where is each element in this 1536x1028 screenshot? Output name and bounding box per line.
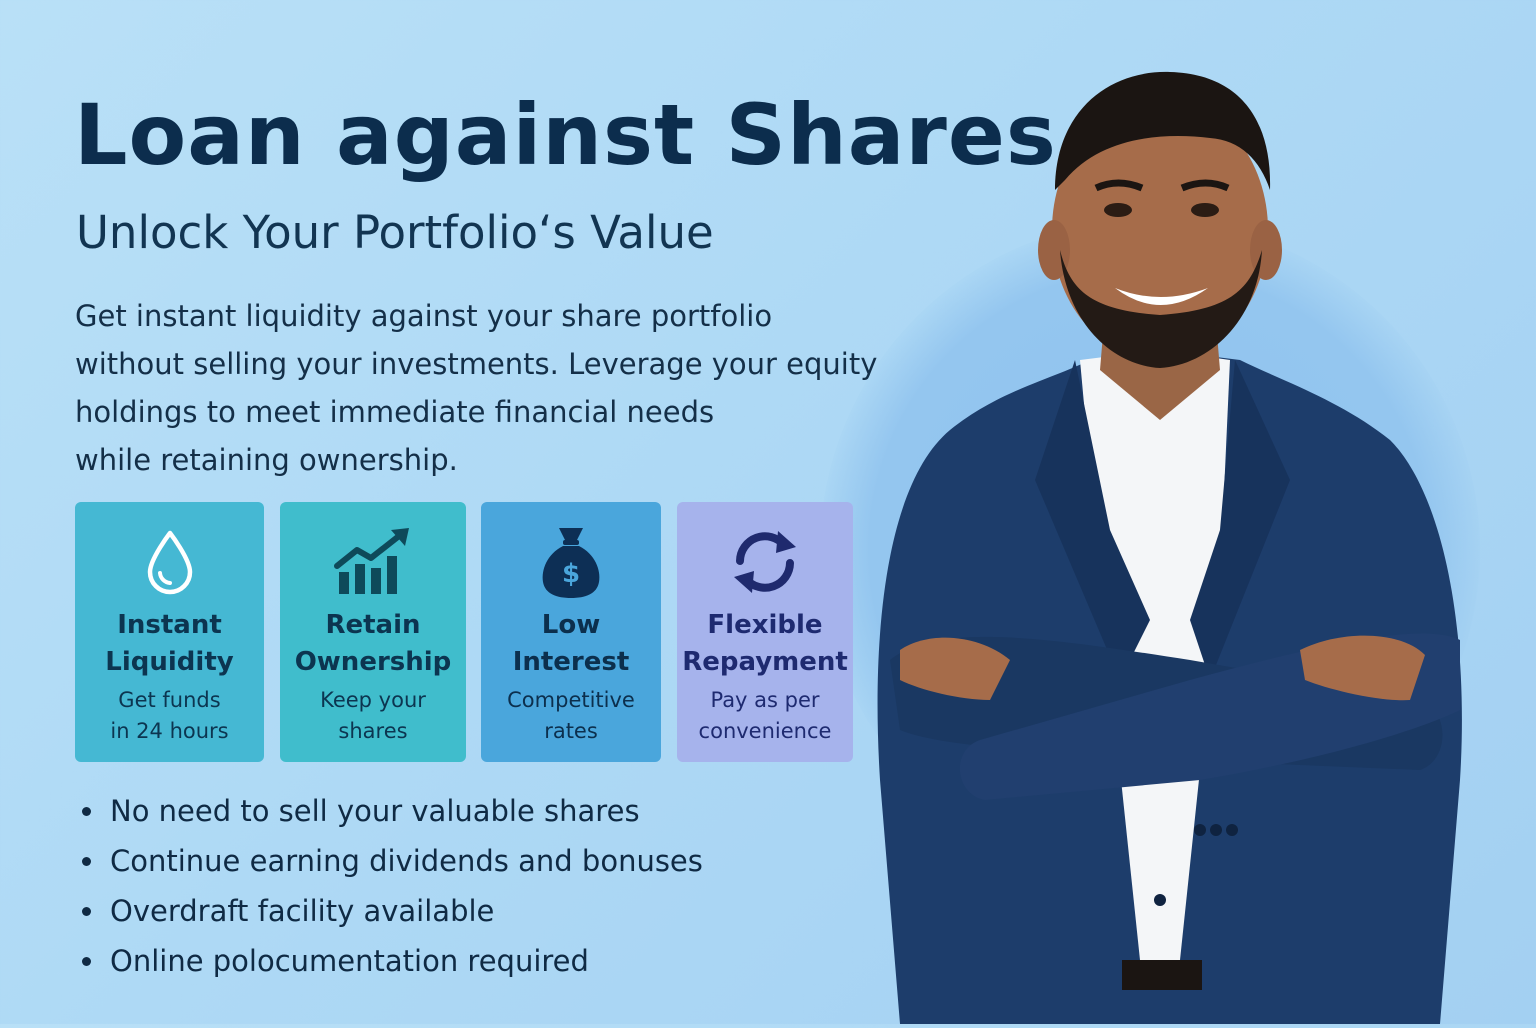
page-subtitle: Unlock Your Portfolio‘s Value [76, 206, 714, 259]
feature-subtitle: Competitive rates [481, 685, 661, 747]
feature-subtitle: Keep your shares [280, 685, 466, 747]
feature-title: Instant Liquidity [75, 607, 264, 681]
feature-title-line: Low [541, 610, 601, 640]
list-item-text: Continue earning dividends and bonuses [110, 844, 703, 878]
list-item: Continue earning dividends and bonuses [78, 836, 703, 886]
feature-subtitle-line: Keep your [320, 688, 426, 712]
bullet-dot [82, 907, 91, 916]
feature-subtitle-line: Get funds [118, 688, 221, 712]
list-item-text: Overdraft facility available [110, 894, 495, 928]
feature-title-line: Interest [512, 647, 630, 677]
feature-title: Low Interest [481, 607, 661, 681]
feature-subtitle: Pay as per convenience [677, 685, 853, 747]
description-line: without selling your investments. Levera… [75, 347, 878, 381]
refresh-cycle-icon [677, 522, 853, 602]
feature-title: Retain Ownership [280, 607, 466, 681]
feature-title-line: Retain [325, 610, 421, 640]
feature-card-flexible-repayment: Flexible Repayment Pay as per convenienc… [677, 502, 853, 762]
svg-text:$: $ [562, 559, 580, 589]
description-line: Get instant liquidity against your share… [75, 299, 773, 333]
feature-subtitle-line: rates [544, 719, 598, 743]
feature-subtitle-line: Competitive [507, 688, 635, 712]
benefits-list: No need to sell your valuable shares Con… [78, 786, 703, 986]
description-line: while retaining ownership. [75, 443, 458, 477]
list-item: No need to sell your valuable shares [78, 786, 703, 836]
description: Get instant liquidity against your share… [75, 292, 895, 484]
list-item: Overdraft facility available [78, 886, 703, 936]
feature-subtitle: Get funds in 24 hours [75, 685, 264, 747]
description-line: holdings to meet immediate financial nee… [75, 395, 715, 429]
feature-title: Flexible Repayment [677, 607, 853, 681]
bullet-dot [82, 957, 91, 966]
list-item-text: No need to sell your valuable shares [110, 794, 640, 828]
feature-title-line: Flexible [707, 610, 823, 640]
bullet-dot [82, 807, 91, 816]
growth-chart-icon [280, 522, 466, 602]
feature-subtitle-line: Pay as per [710, 688, 820, 712]
money-bag-icon: $ [481, 522, 661, 602]
feature-card-retain-ownership: Retain Ownership Keep your shares [280, 502, 466, 762]
feature-title-line: Instant [117, 610, 222, 640]
feature-title-line: Liquidity [105, 647, 234, 677]
feature-title-line: Ownership [294, 647, 452, 677]
page-title: Loan against Shares [74, 86, 1057, 184]
feature-card-instant-liquidity: Instant Liquidity Get funds in 24 hours [75, 502, 264, 762]
businessman-photo [860, 60, 1500, 1024]
list-item-text: Online polocumentation required [110, 944, 589, 978]
feature-subtitle-line: shares [338, 719, 408, 743]
bullet-dot [82, 857, 91, 866]
feature-subtitle-line: in 24 hours [110, 719, 229, 743]
feature-card-low-interest: $ Low Interest Competitive rates [481, 502, 661, 762]
list-item: Online polocumentation required [78, 936, 703, 986]
feature-title-line: Repayment [682, 647, 848, 677]
feature-subtitle-line: convenience [698, 719, 832, 743]
water-drop-icon [75, 522, 264, 602]
